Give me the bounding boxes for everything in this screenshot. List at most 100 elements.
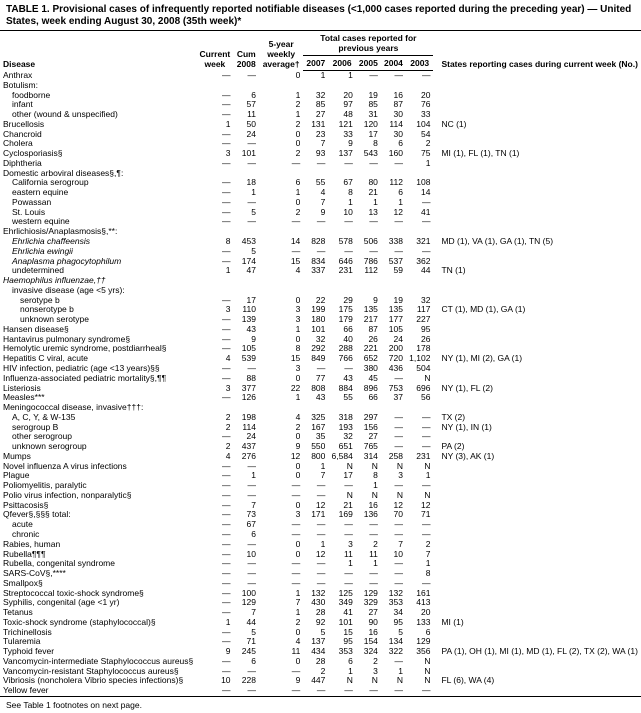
value-cell: 56: [406, 393, 433, 403]
value-cell: 1: [406, 159, 433, 169]
states-cell: [433, 188, 641, 198]
states-cell: [433, 481, 641, 491]
value-cell: —: [303, 217, 328, 227]
value-cell: —: [356, 71, 381, 81]
states-cell: [433, 608, 641, 618]
states-cell: [433, 71, 641, 81]
states-cell: PA (1), OH (1), MI (1), MD (1), FL (2), …: [433, 647, 641, 657]
value-cell: —: [356, 159, 381, 169]
value-cell: —: [234, 217, 259, 227]
states-cell: [433, 501, 641, 511]
data-table: Disease Current week Cum 2008 5-year wee…: [0, 30, 641, 697]
table-row: Anthrax——011———: [0, 71, 641, 81]
hdr-2003: 2003: [406, 56, 433, 71]
states-cell: [433, 315, 641, 325]
states-cell: MD (1), VA (1), GA (1), TN (5): [433, 237, 641, 247]
value-cell: —: [234, 159, 259, 169]
states-cell: [433, 178, 641, 188]
value-cell: —: [328, 217, 355, 227]
value-cell: 1: [303, 71, 328, 81]
states-cell: [433, 169, 641, 179]
states-cell: [433, 550, 641, 560]
value-cell: —: [259, 217, 303, 227]
states-cell: [433, 130, 641, 140]
states-cell: NY (1), IN (1): [433, 423, 641, 433]
states-cell: [433, 217, 641, 227]
hdr-total-span: Total cases reported for previous years: [303, 31, 433, 56]
hdr-2004: 2004: [381, 56, 406, 71]
value-cell: —: [381, 71, 406, 81]
hdr-cum-2008: Cum 2008: [234, 31, 259, 71]
disease-cell: Novel influenza A virus infections: [0, 462, 196, 472]
value-cell: 1: [328, 71, 355, 81]
states-cell: [433, 335, 641, 345]
hdr-2006: 2006: [328, 56, 355, 71]
hdr-5yr-avg: 5-year weekly average†: [259, 31, 303, 71]
states-cell: [433, 286, 641, 296]
value-cell: [196, 276, 233, 286]
value-cell: —: [196, 393, 233, 403]
states-cell: MI (1): [433, 618, 641, 628]
value-cell: 337: [303, 266, 328, 276]
value-cell: [303, 276, 328, 286]
value-cell: —: [303, 159, 328, 169]
value-cell: —: [356, 217, 381, 227]
states-cell: [433, 628, 641, 638]
value-cell: —: [406, 71, 433, 81]
hdr-2007: 2007: [303, 56, 328, 71]
value-cell: [406, 276, 433, 286]
table-footnote: See Table 1 footnotes on next page.: [0, 697, 641, 713]
value-cell: 55: [328, 393, 355, 403]
value-cell: [234, 276, 259, 286]
states-cell: [433, 208, 641, 218]
value-cell: —: [328, 159, 355, 169]
table-title: TABLE 1. Provisional cases of infrequent…: [0, 0, 641, 30]
states-cell: [433, 510, 641, 520]
states-cell: [433, 276, 641, 286]
value-cell: —: [196, 71, 233, 81]
value-cell: —: [196, 217, 233, 227]
states-cell: NY (3), AK (1): [433, 452, 641, 462]
value-cell: [381, 276, 406, 286]
states-cell: [433, 579, 641, 589]
value-cell: —: [196, 159, 233, 169]
value-cell: 112: [356, 266, 381, 276]
states-cell: FL (6), WA (4): [433, 676, 641, 686]
value-cell: —: [406, 217, 433, 227]
value-cell: —: [234, 71, 259, 81]
value-cell: 59: [381, 266, 406, 276]
states-cell: MI (1), FL (1), TN (1): [433, 149, 641, 159]
value-cell: 231: [328, 266, 355, 276]
states-cell: [433, 100, 641, 110]
states-cell: [433, 393, 641, 403]
value-cell: —: [381, 159, 406, 169]
states-cell: [433, 159, 641, 169]
states-cell: [433, 91, 641, 101]
states-cell: [433, 559, 641, 569]
value-cell: 43: [303, 393, 328, 403]
states-cell: NY (1), MI (2), GA (1): [433, 354, 641, 364]
states-cell: [433, 530, 641, 540]
states-cell: [433, 598, 641, 608]
states-cell: CT (1), MD (1), GA (1): [433, 305, 641, 315]
states-cell: [433, 540, 641, 550]
states-cell: [433, 491, 641, 501]
states-cell: [433, 471, 641, 481]
value-cell: [328, 276, 355, 286]
value-cell: 1: [196, 266, 233, 276]
value-cell: —: [259, 159, 303, 169]
states-cell: [433, 569, 641, 579]
value-cell: [259, 276, 303, 286]
value-cell: —: [381, 217, 406, 227]
states-cell: [433, 325, 641, 335]
states-cell: [433, 462, 641, 472]
value-cell: 37: [381, 393, 406, 403]
states-cell: TN (1): [433, 266, 641, 276]
value-cell: 1: [259, 393, 303, 403]
states-cell: [433, 589, 641, 599]
states-cell: [433, 432, 641, 442]
states-cell: [433, 198, 641, 208]
states-cell: NY (1), FL (2): [433, 384, 641, 394]
states-cell: [433, 81, 641, 91]
hdr-current-week: Current week: [196, 31, 233, 71]
